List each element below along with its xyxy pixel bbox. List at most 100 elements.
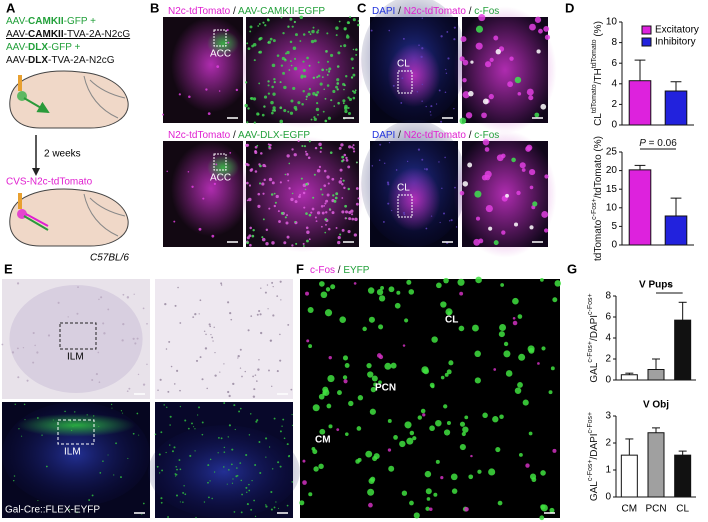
cell (346, 34, 349, 37)
cell (195, 359, 199, 362)
y-tick-label: 2 (605, 438, 611, 449)
cell (269, 37, 273, 41)
cell (413, 512, 420, 519)
y-tick-label: 1 (605, 465, 611, 476)
cell (355, 187, 359, 190)
panel-label: F (296, 261, 304, 276)
cell (72, 426, 74, 428)
cell (246, 143, 250, 147)
cell (451, 488, 458, 494)
cell (445, 68, 447, 71)
cell (499, 414, 504, 420)
text-part: / (466, 130, 474, 141)
cell (291, 413, 293, 416)
cell (317, 29, 320, 32)
cell (348, 145, 352, 149)
cell (254, 515, 257, 517)
cell (293, 66, 298, 71)
cell (178, 459, 181, 461)
cell (462, 426, 469, 433)
cell (288, 454, 291, 457)
cell (302, 33, 306, 36)
cell (336, 65, 340, 68)
cell (173, 446, 176, 449)
cell (484, 147, 490, 152)
cell (228, 469, 230, 471)
cell (328, 67, 332, 71)
cell (285, 221, 289, 225)
cell (425, 105, 427, 108)
cell (282, 32, 285, 35)
cell (212, 340, 214, 342)
cell (477, 469, 482, 474)
cell (211, 336, 214, 339)
cell (122, 412, 124, 414)
significance-label: * (667, 282, 671, 293)
cell (441, 187, 443, 190)
cell (426, 497, 431, 501)
panel-label: D (565, 0, 574, 15)
cell (256, 380, 258, 382)
cell (313, 117, 317, 121)
cell (443, 212, 446, 215)
text-part: AAV- (6, 29, 28, 40)
cell (328, 355, 332, 360)
text-part: AAV- (6, 42, 28, 53)
cell (189, 454, 192, 457)
cell (425, 227, 428, 230)
cell (213, 326, 215, 329)
cell (283, 437, 286, 440)
cell (443, 404, 448, 409)
cell (335, 34, 338, 37)
cell (501, 230, 506, 235)
cell (350, 57, 354, 61)
cell (239, 462, 242, 464)
cell (286, 235, 290, 239)
cell (384, 362, 392, 370)
cell (261, 236, 264, 239)
cell (164, 303, 167, 306)
cell (287, 110, 290, 113)
cell (337, 390, 342, 396)
cell (303, 206, 306, 209)
cell (345, 158, 349, 162)
cell (404, 318, 409, 323)
cell (333, 199, 337, 203)
cell (281, 56, 285, 61)
cell (174, 475, 177, 477)
cell (383, 162, 386, 165)
cell (422, 368, 429, 375)
signal (387, 43, 441, 108)
cell (142, 502, 145, 505)
cell (387, 202, 390, 205)
cell (280, 64, 284, 67)
cell (258, 441, 261, 444)
text-part: * (667, 282, 671, 293)
cell (95, 373, 98, 376)
text-part: DAPI (372, 6, 395, 17)
cell (307, 306, 314, 313)
cell (233, 404, 236, 407)
cell (252, 395, 256, 398)
region-label: CM (315, 435, 331, 446)
cell (165, 348, 168, 350)
text-part: P (639, 138, 646, 149)
cell (171, 450, 174, 453)
cell (316, 91, 320, 94)
cell (248, 434, 251, 436)
cell (256, 112, 260, 116)
cell (11, 351, 15, 354)
cell (468, 90, 474, 97)
cell (308, 213, 312, 217)
cell (304, 150, 307, 153)
cell (268, 369, 270, 372)
cell (357, 20, 360, 22)
cell (141, 513, 143, 515)
cell (249, 226, 252, 230)
cell (308, 30, 311, 34)
cell (268, 177, 273, 182)
cell (322, 391, 327, 396)
cell (335, 227, 338, 229)
cell (276, 370, 279, 373)
text-part: / (395, 130, 403, 141)
